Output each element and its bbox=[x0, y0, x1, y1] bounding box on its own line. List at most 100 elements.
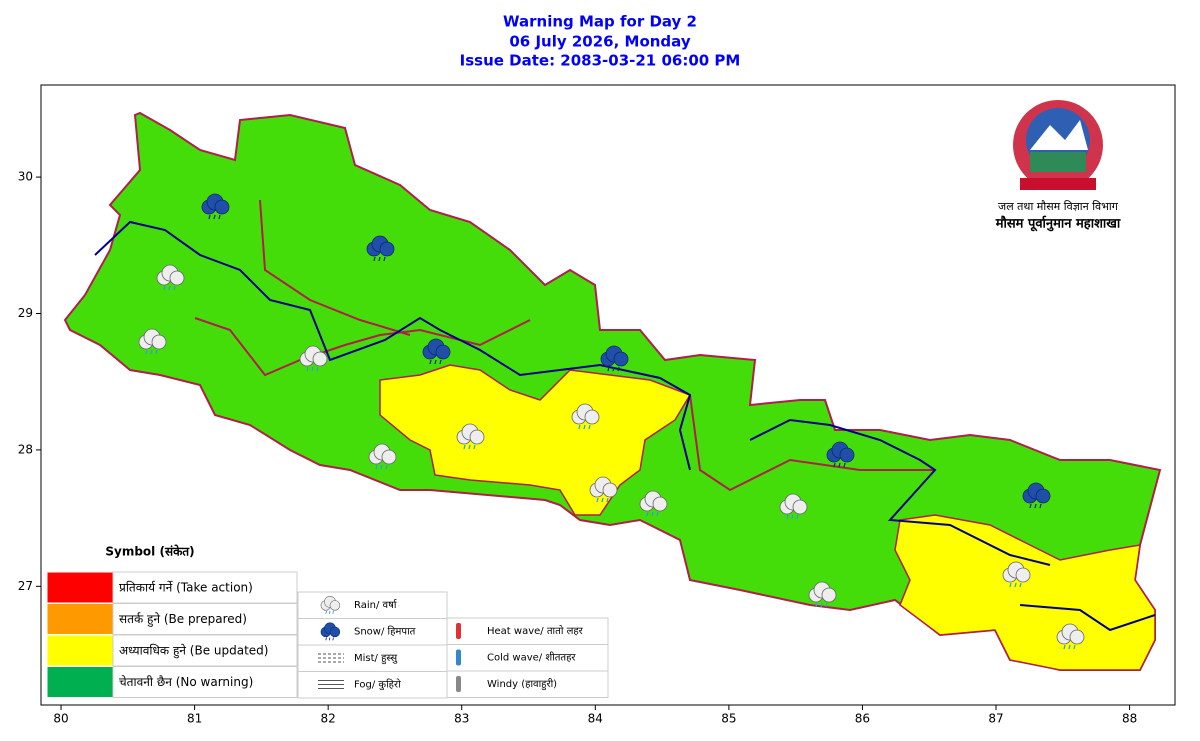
cloud bbox=[312, 351, 328, 367]
cloud bbox=[1015, 567, 1031, 583]
drop bbox=[328, 610, 331, 614]
drop bbox=[439, 359, 442, 365]
symbol-label: Rain/ वर्षा bbox=[354, 599, 397, 611]
drop bbox=[786, 514, 789, 520]
symbol-label: Fog/ कुहिरो bbox=[354, 679, 401, 691]
drop bbox=[1039, 503, 1042, 509]
icon bbox=[1002, 561, 1031, 588]
cloud bbox=[379, 241, 395, 257]
cloud bbox=[1035, 488, 1051, 504]
drop bbox=[1073, 644, 1076, 650]
symbol-icon bbox=[456, 649, 461, 666]
icon bbox=[138, 328, 167, 355]
icon bbox=[779, 493, 808, 520]
yellow-region bbox=[379, 364, 692, 516]
drop bbox=[306, 366, 309, 372]
icon bbox=[456, 423, 485, 450]
x-tick-label: 81 bbox=[187, 712, 202, 726]
logo: जल तथा मौसम विज्ञान विभाग मौसम पूर्वानुम… bbox=[995, 100, 1121, 232]
drop bbox=[163, 285, 166, 291]
drop bbox=[385, 464, 388, 470]
drop bbox=[173, 285, 176, 291]
drop bbox=[651, 511, 654, 517]
cloud bbox=[792, 499, 808, 515]
drop bbox=[607, 366, 610, 372]
drop bbox=[208, 214, 211, 220]
drop bbox=[325, 637, 327, 641]
drop bbox=[1034, 503, 1037, 509]
x-tick-label: 86 bbox=[855, 712, 870, 726]
x-tick-label: 88 bbox=[1122, 712, 1137, 726]
drop bbox=[383, 256, 386, 262]
drop bbox=[612, 366, 615, 372]
drop bbox=[373, 256, 376, 262]
drop bbox=[815, 602, 818, 608]
symbol-cell bbox=[446, 644, 609, 672]
drop bbox=[332, 610, 334, 614]
drop bbox=[646, 511, 649, 517]
icon bbox=[600, 345, 629, 372]
x-tick-label: 85 bbox=[721, 712, 736, 726]
drop bbox=[1068, 644, 1071, 650]
district-border bbox=[94, 220, 692, 471]
legend-label: प्रतिकार्य गर्ने (Take action) bbox=[119, 581, 253, 595]
drop bbox=[378, 256, 381, 262]
province-border bbox=[259, 199, 411, 336]
y-tick-label: 28 bbox=[18, 442, 33, 456]
drop bbox=[791, 514, 794, 520]
cloud bbox=[584, 409, 600, 425]
drop bbox=[328, 637, 331, 641]
cloud bbox=[214, 199, 230, 215]
drop bbox=[588, 424, 591, 430]
legend-swatch bbox=[46, 666, 114, 698]
map-frame bbox=[40, 84, 1176, 706]
drop bbox=[825, 602, 828, 608]
drop bbox=[606, 497, 609, 503]
drop bbox=[468, 444, 471, 450]
drop bbox=[473, 444, 476, 450]
cloud bbox=[435, 344, 451, 360]
icon bbox=[826, 441, 855, 468]
icon bbox=[808, 581, 837, 608]
drop bbox=[1014, 582, 1017, 588]
x-tick-label: 83 bbox=[454, 712, 469, 726]
icon bbox=[571, 403, 600, 430]
drop bbox=[796, 514, 799, 520]
drop bbox=[429, 359, 432, 365]
legend-swatch bbox=[46, 571, 114, 604]
cloud bbox=[1069, 629, 1085, 645]
legend-swatch bbox=[46, 634, 114, 667]
drop bbox=[150, 349, 153, 355]
icon bbox=[299, 345, 328, 372]
icon bbox=[422, 338, 451, 365]
district-border bbox=[749, 418, 1051, 566]
symbol-icon bbox=[456, 676, 461, 692]
cloud bbox=[469, 429, 485, 445]
icon bbox=[1022, 482, 1051, 509]
drop bbox=[838, 462, 841, 468]
symbol-cell bbox=[446, 617, 609, 645]
cloud bbox=[169, 270, 185, 286]
cloud bbox=[381, 449, 397, 465]
symbol-label: Heat wave/ तातो लहर bbox=[487, 625, 584, 637]
title: 06 July 2026, Monday bbox=[509, 33, 690, 51]
drop bbox=[311, 366, 314, 372]
title: Issue Date: 2083-03-21 06:00 PM bbox=[460, 52, 741, 70]
icon bbox=[589, 476, 618, 503]
drop bbox=[463, 444, 466, 450]
logo-text: जल तथा मौसम विज्ञान विभाग bbox=[998, 200, 1119, 213]
drop bbox=[316, 366, 319, 372]
x-tick-label: 82 bbox=[321, 712, 336, 726]
drop bbox=[833, 462, 836, 468]
icon bbox=[201, 193, 230, 220]
drop bbox=[583, 424, 586, 430]
logo-text: मौसम पूर्वानुमान महाशाखा bbox=[995, 216, 1121, 232]
symbol-label: Cold wave/ शीततहर bbox=[487, 652, 576, 664]
title: Warning Map for Day 2 bbox=[503, 13, 697, 31]
drop bbox=[325, 610, 327, 614]
drop bbox=[1029, 503, 1032, 509]
weather-icons bbox=[138, 193, 1085, 650]
symbol-label: Windy (हावाहुरी) bbox=[487, 678, 557, 691]
cloud bbox=[329, 600, 341, 611]
legend-title: Symbol (संकेत) bbox=[105, 545, 194, 559]
